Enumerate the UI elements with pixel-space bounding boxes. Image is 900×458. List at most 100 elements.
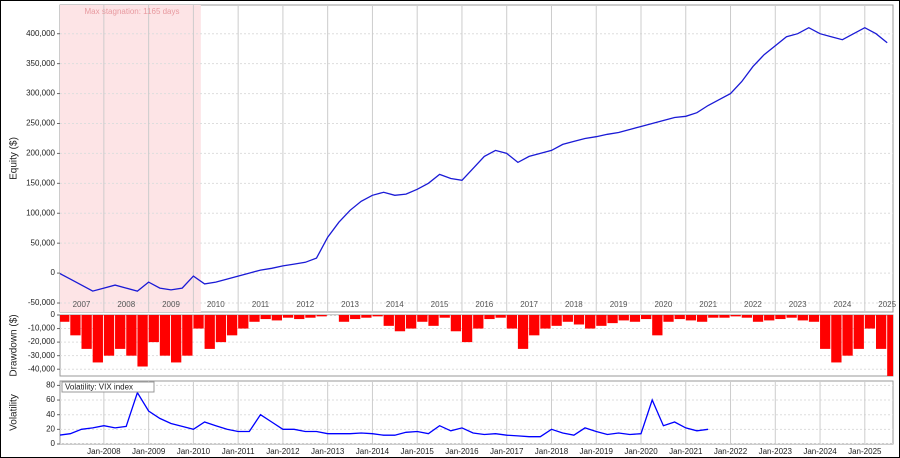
bar bbox=[126, 315, 137, 356]
x-tick-label: 2018 bbox=[565, 300, 583, 309]
x-tick-label: Jan-2025 bbox=[848, 447, 882, 456]
y-tick-label: 300,000 bbox=[26, 89, 55, 98]
x-tick-label: Jan-2014 bbox=[356, 447, 390, 456]
bar bbox=[596, 315, 607, 326]
x-tick-label: Jan-2012 bbox=[266, 447, 300, 456]
bar bbox=[831, 315, 842, 363]
x-tick-label: Jan-2019 bbox=[580, 447, 614, 456]
bar bbox=[350, 315, 361, 320]
y-tick-label: -10,000 bbox=[28, 324, 56, 333]
x-tick-label: 2019 bbox=[610, 300, 628, 309]
y-tick-label: 20 bbox=[46, 424, 55, 433]
x-tick-label: 2021 bbox=[699, 300, 717, 309]
bar bbox=[506, 315, 518, 329]
x-tick-label: Jan-2013 bbox=[311, 447, 345, 456]
bar bbox=[439, 315, 450, 318]
bar bbox=[786, 315, 797, 318]
plot bbox=[60, 381, 893, 444]
bar bbox=[696, 315, 708, 322]
bar bbox=[820, 315, 831, 349]
x-tick-label: Jan-2024 bbox=[803, 447, 837, 456]
bar bbox=[159, 315, 171, 356]
x-tick-label: 2012 bbox=[296, 300, 314, 309]
bar bbox=[741, 315, 753, 318]
plot bbox=[60, 315, 893, 376]
x-tick-label: Jan-2021 bbox=[669, 447, 703, 456]
y-tick-label: 0 bbox=[51, 310, 56, 319]
bar bbox=[461, 315, 473, 343]
x-tick-label: Jan-2017 bbox=[490, 447, 524, 456]
bar bbox=[573, 315, 585, 325]
bar bbox=[215, 315, 227, 343]
x-tick-label: 2013 bbox=[341, 300, 359, 309]
x-tick-label: Jan-2009 bbox=[132, 447, 166, 456]
bar bbox=[193, 315, 204, 329]
y-tick-label: 150,000 bbox=[26, 178, 55, 187]
bar bbox=[148, 315, 159, 343]
bar bbox=[853, 315, 864, 349]
bar bbox=[484, 315, 495, 320]
legend-label: Volatility: VIX index bbox=[65, 383, 133, 392]
bar bbox=[719, 315, 730, 318]
bar bbox=[428, 315, 439, 326]
bar bbox=[182, 315, 193, 356]
x-tick-label: Jan-2015 bbox=[401, 447, 435, 456]
y-tick-label: -50,000 bbox=[28, 298, 56, 307]
line bbox=[60, 26, 888, 292]
bar bbox=[60, 315, 70, 322]
x-tick-label: Jan-2008 bbox=[87, 447, 121, 456]
bar bbox=[842, 315, 853, 356]
x-tick-label: Jan-2020 bbox=[624, 447, 658, 456]
y-tick-label: 0 bbox=[51, 439, 56, 448]
bar bbox=[887, 315, 893, 376]
bar bbox=[875, 315, 887, 349]
bar bbox=[171, 315, 182, 363]
plot-area bbox=[59, 380, 894, 445]
y-tick-label: -20,000 bbox=[28, 337, 56, 346]
bar bbox=[372, 315, 383, 317]
bar bbox=[81, 315, 92, 349]
x-tick-label: 2024 bbox=[834, 300, 852, 309]
bar bbox=[92, 315, 103, 363]
stagnation-shade bbox=[60, 5, 201, 312]
bar bbox=[383, 315, 394, 326]
bar bbox=[361, 315, 372, 318]
bar bbox=[450, 315, 462, 332]
bar bbox=[473, 315, 484, 329]
bar bbox=[585, 315, 596, 329]
y-axis-label: Drawdown ($) bbox=[9, 314, 20, 376]
bar bbox=[137, 315, 148, 367]
bar bbox=[708, 315, 719, 318]
y-tick-label: 50,000 bbox=[31, 238, 56, 247]
x-tick-label: Jan-2023 bbox=[759, 447, 793, 456]
bar bbox=[551, 315, 562, 326]
bar bbox=[294, 315, 305, 320]
line bbox=[60, 391, 709, 438]
x-tick-label: 2007 bbox=[73, 300, 91, 309]
x-tick-label: 2022 bbox=[744, 300, 762, 309]
x-tick-label: 2014 bbox=[386, 300, 404, 309]
y-tick-label: 80 bbox=[46, 381, 55, 390]
bar bbox=[562, 315, 573, 322]
bar bbox=[685, 315, 697, 321]
bar bbox=[238, 315, 249, 329]
x-tick-label: 2017 bbox=[520, 300, 538, 309]
x-tick-label: 2020 bbox=[654, 300, 672, 309]
bar bbox=[417, 315, 428, 322]
bar bbox=[764, 315, 775, 321]
bar bbox=[652, 315, 663, 336]
bar bbox=[406, 315, 417, 329]
x-tick-label: Jan-2011 bbox=[222, 447, 255, 456]
bar bbox=[103, 315, 115, 356]
y-tick-label: 400,000 bbox=[26, 29, 55, 38]
bar bbox=[316, 315, 327, 317]
bar bbox=[260, 315, 271, 320]
bar bbox=[282, 315, 294, 318]
bar bbox=[752, 315, 764, 322]
bar bbox=[249, 315, 260, 322]
bar bbox=[305, 315, 316, 318]
legend-box bbox=[61, 381, 155, 393]
bar bbox=[338, 315, 350, 322]
x-tick-label: 2009 bbox=[162, 300, 180, 309]
